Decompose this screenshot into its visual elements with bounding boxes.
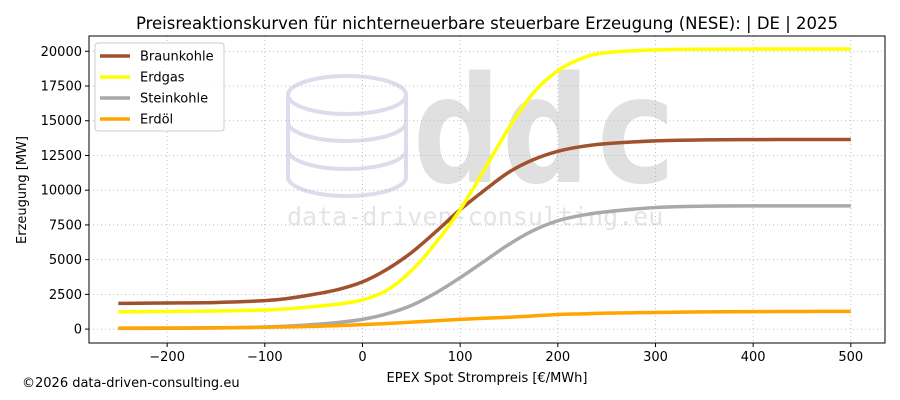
series-line-1 xyxy=(118,47,851,314)
watermark: ddc data-driven-consulting.eu xyxy=(286,45,679,231)
x-tick-label: 300 xyxy=(643,350,668,365)
legend-box xyxy=(94,42,225,132)
y-tick-label: 12500 xyxy=(41,149,82,164)
y-axis: 0 2500 5000 7500 10000 12500 15000 17500 20000 xyxy=(41,45,89,338)
y-tick-label: 7500 xyxy=(49,218,82,233)
database-icon xyxy=(286,74,408,198)
x-axis: −200 −100 0 100 200 300 400 500 xyxy=(149,343,863,365)
y-tick-label: 20000 xyxy=(41,45,82,60)
legend-label: Erdgas xyxy=(140,71,185,86)
x-tick-label: 400 xyxy=(741,350,766,365)
watermark-url: data-driven-consulting.eu xyxy=(287,202,663,231)
y-tick-label: 0 xyxy=(74,323,82,338)
watermark-logo: ddc xyxy=(412,45,679,217)
legend-label: Braunkohle xyxy=(140,50,214,65)
x-tick-label: 100 xyxy=(448,350,473,365)
x-tick-label: 200 xyxy=(545,350,570,365)
y-tick-label: 15000 xyxy=(41,114,82,129)
x-tick-label: −100 xyxy=(247,350,283,365)
y-tick-label: 17500 xyxy=(41,80,82,95)
y-tick-label: 10000 xyxy=(41,184,82,199)
y-axis-label: Erzeugung [MW] xyxy=(15,136,30,244)
y-tick-label: 5000 xyxy=(49,253,82,268)
plot-frame xyxy=(88,35,886,344)
x-tick-label: 500 xyxy=(838,350,863,365)
x-tick-label: 0 xyxy=(358,350,366,365)
copyright-text: ©2026 data-driven-consulting.eu xyxy=(22,376,240,391)
legend-label: Steinkohle xyxy=(140,92,208,107)
x-axis-label: EPEX Spot Strompreis [€/MWh] xyxy=(387,371,588,386)
series-lines xyxy=(118,47,851,331)
y-tick-label: 2500 xyxy=(49,288,82,303)
legend-label: Erdöl xyxy=(140,113,173,128)
x-tick-label: −200 xyxy=(149,350,185,365)
series-line-3 xyxy=(118,309,851,330)
legend: Braunkohle Erdgas Steinkohle Erdöl xyxy=(94,42,225,132)
chart-title: Preisreaktionskurven für nichterneuerbar… xyxy=(136,14,838,33)
